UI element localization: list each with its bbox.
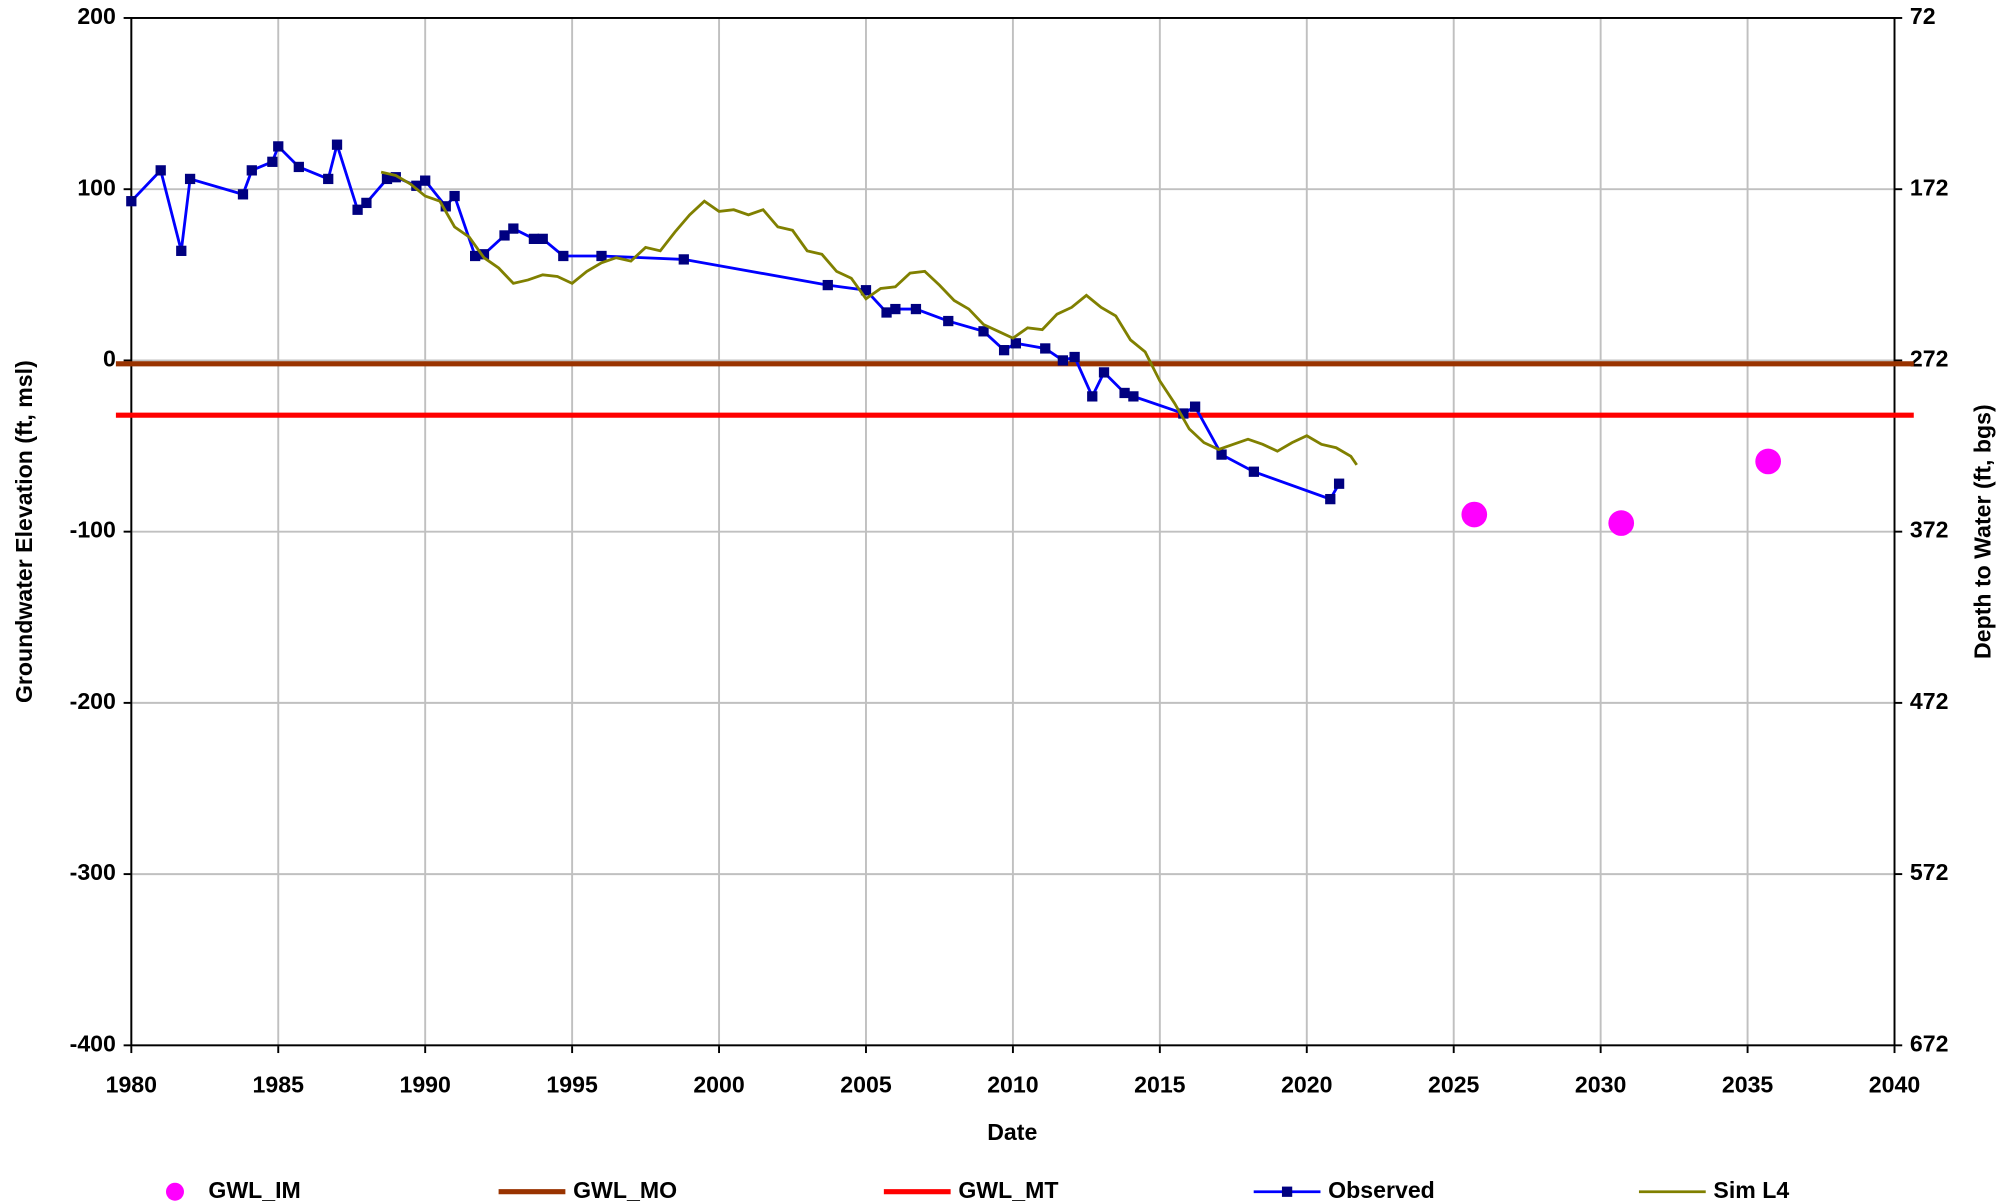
- legend-label: GWL_IM: [208, 1177, 300, 1202]
- series-line: [130, 139, 1341, 501]
- y2-tick-label: 472: [1910, 688, 1949, 714]
- data-point: [293, 161, 304, 173]
- data-point: [881, 307, 892, 318]
- y-tick-label: -100: [70, 517, 116, 543]
- data-point: [1069, 351, 1080, 363]
- x-axis-label: Date: [987, 1119, 1037, 1145]
- y2-tick-label: 672: [1910, 1030, 1949, 1056]
- x-tick-label: 2000: [693, 1072, 744, 1098]
- y2-tick-label: 572: [1910, 859, 1949, 885]
- data-point: [1461, 501, 1488, 528]
- data-point: [1057, 355, 1069, 366]
- legend-marker: [1281, 1186, 1293, 1197]
- data-point: [1248, 466, 1260, 477]
- series-line: [380, 170, 1358, 466]
- data-point: [323, 173, 334, 185]
- y-tick-label: 100: [77, 174, 116, 200]
- data-point: [1040, 343, 1051, 354]
- data-point: [184, 173, 196, 185]
- data-point: [1128, 391, 1139, 402]
- data-point: [890, 303, 901, 315]
- x-tick-label: 2025: [1428, 1072, 1480, 1098]
- data-point: [558, 250, 569, 262]
- x-tick-label: 1980: [106, 1072, 157, 1098]
- data-point: [237, 189, 249, 200]
- x-tick-label: 2040: [1869, 1072, 1920, 1098]
- data-point: [508, 223, 519, 234]
- y2-tick-label: 172: [1910, 174, 1949, 200]
- data-point: [1333, 478, 1345, 489]
- plot-frame: [130, 17, 1896, 1047]
- x-tick-label: 2020: [1281, 1072, 1332, 1098]
- data-point: [499, 230, 510, 241]
- data-point: [470, 250, 481, 262]
- y2-tick-label: 272: [1910, 346, 1949, 372]
- data-point: [176, 245, 187, 256]
- data-point: [1119, 387, 1130, 399]
- data-point: [440, 201, 451, 212]
- data-point: [678, 254, 689, 265]
- data-point: [860, 285, 872, 296]
- data-point: [910, 303, 922, 315]
- data-point: [537, 233, 548, 244]
- data-point: [1608, 510, 1635, 536]
- x-tick-label: 2035: [1722, 1072, 1774, 1098]
- data-point: [1087, 391, 1098, 402]
- legend-marker: [165, 1182, 184, 1201]
- y-axis-label: Groundwater Elevation (ft, msl): [11, 360, 37, 703]
- data-point: [1325, 493, 1336, 505]
- data-point: [267, 156, 278, 167]
- data-point: [528, 233, 540, 244]
- x-tick-label: 2005: [840, 1072, 892, 1098]
- data-point: [1189, 401, 1201, 412]
- data-point: [449, 190, 460, 202]
- data-point: [1755, 448, 1781, 475]
- x-tick-label: 2015: [1134, 1072, 1186, 1098]
- data-point: [943, 315, 954, 327]
- x-tick-label: 1990: [399, 1072, 450, 1098]
- data-point: [478, 249, 490, 260]
- data-point: [352, 204, 363, 215]
- data-point: [596, 250, 607, 262]
- y2-axis-label: Depth to Water (ft, bgs): [1970, 404, 1996, 659]
- y-tick-label: -300: [70, 859, 116, 885]
- data-point: [420, 175, 431, 186]
- x-tick-label: 2030: [1575, 1072, 1626, 1098]
- data-point: [381, 173, 393, 185]
- y-tick-label: -200: [70, 688, 116, 714]
- data-point: [273, 141, 284, 152]
- data-point: [331, 139, 343, 150]
- data-point: [246, 165, 257, 176]
- x-tick-label: 1995: [546, 1072, 598, 1098]
- y2-tick-label: 372: [1910, 517, 1949, 543]
- data-point: [978, 326, 989, 337]
- data-point: [1178, 408, 1189, 419]
- data-point: [126, 196, 137, 207]
- data-point: [361, 197, 372, 209]
- data-point: [998, 345, 1010, 356]
- x-tick-label: 1985: [253, 1072, 305, 1098]
- legend-label: GWL_MO: [573, 1177, 677, 1202]
- data-point: [1010, 338, 1021, 349]
- legend-label: Observed: [1328, 1177, 1435, 1202]
- legend-label: Sim L4: [1713, 1177, 1789, 1202]
- data-point: [822, 279, 833, 291]
- y-tick-label: -400: [70, 1030, 116, 1056]
- y2-tick-label: 72: [1910, 3, 1936, 29]
- data-point: [1098, 367, 1110, 378]
- x-tick-label: 2010: [987, 1072, 1038, 1098]
- data-point: [411, 180, 422, 191]
- y-tick-label: 200: [77, 3, 116, 29]
- legend-label: GWL_MT: [958, 1177, 1058, 1202]
- data-point: [1216, 449, 1227, 460]
- y-tick-label: 0: [103, 346, 116, 372]
- data-point: [390, 172, 401, 183]
- data-point: [155, 165, 166, 176]
